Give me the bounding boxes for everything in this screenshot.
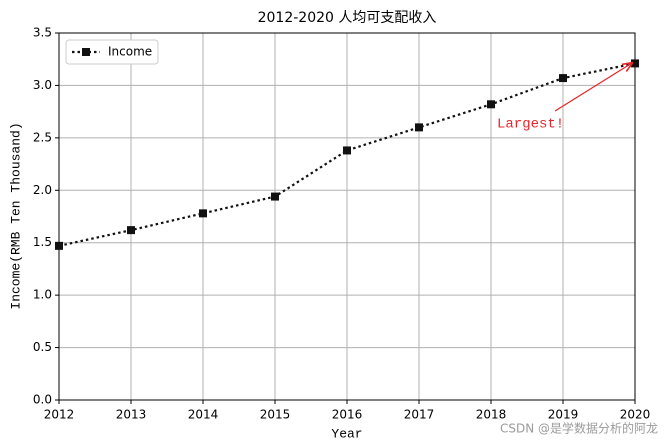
x-tick-label: 2014 (188, 408, 219, 422)
legend-marker (82, 48, 90, 56)
annotation: Largest! (497, 117, 564, 133)
marker (631, 59, 639, 68)
y-tick-label: 3.0 (33, 78, 52, 92)
x-tick-label: 2012 (44, 408, 75, 422)
y-axis-label: Income(RMB Ten Thousand) (8, 122, 23, 309)
x-tick-label: 2017 (404, 408, 435, 422)
marker (127, 226, 135, 235)
marker (559, 74, 567, 83)
x-tick-label: 2013 (116, 408, 147, 422)
y-tick-label: 0.0 (33, 393, 52, 407)
x-axis-label: Year (331, 426, 362, 441)
y-tick-label: 1.5 (33, 235, 52, 249)
annotation-arrow (554, 63, 632, 112)
y-tick-label: 3.5 (33, 26, 52, 40)
x-tick-label: 2019 (548, 408, 579, 422)
x-tick-label: 2018 (476, 408, 507, 422)
y-tick-label: 0.5 (33, 340, 52, 354)
marker (415, 123, 423, 132)
y-tick-label: 1.0 (33, 288, 52, 302)
x-tick-label: 2015 (260, 408, 291, 422)
legend-box (65, 39, 159, 65)
legend-label: Income (108, 45, 152, 59)
y-tick-label: 2.5 (33, 130, 52, 144)
marker (487, 100, 495, 109)
legend: Income (65, 39, 159, 65)
x-tick-label: 2020 (620, 408, 651, 422)
marker (271, 192, 279, 201)
chart-title: 2012-2020 人均可支配收入 (258, 10, 437, 26)
marker (199, 209, 207, 218)
marker (55, 241, 63, 250)
x-tick-label: 2016 (332, 408, 363, 422)
plot-frame (58, 32, 636, 401)
marker (343, 146, 351, 155)
y-tick-label: 2.0 (33, 183, 52, 197)
watermark: CSDN @是学数据分析的阿龙 (500, 421, 658, 436)
